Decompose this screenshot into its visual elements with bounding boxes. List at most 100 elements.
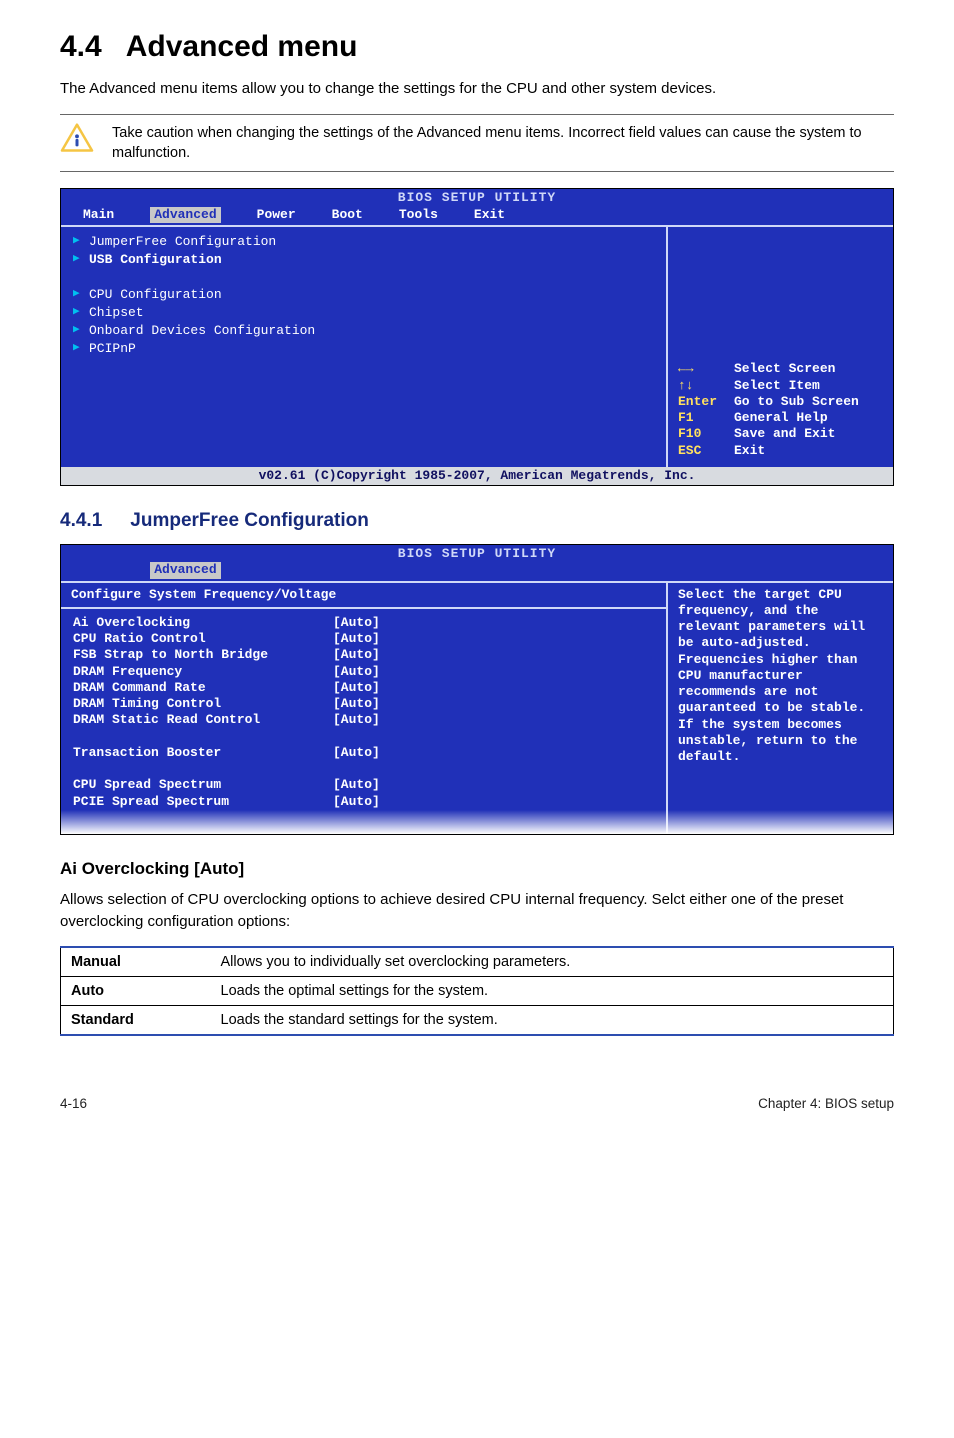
bios-tab-row-2: Main Advanced [61,562,893,580]
config-row[interactable]: DRAM Frequency[Auto] [73,664,656,680]
config-row[interactable]: CPU Ratio Control[Auto] [73,631,656,647]
tab-exit[interactable]: Exit [474,207,505,223]
tab-advanced[interactable]: Advanced [150,562,220,578]
menu-item-label: Onboard Devices Configuration [89,323,315,339]
tab-boot[interactable]: Boot [332,207,363,223]
nav-hint: ESCExit [678,443,885,459]
table-row: ManualAllows you to individually set ove… [61,947,894,977]
config-value: [Auto] [333,647,380,663]
option-name: Manual [61,947,211,977]
config-value: [Auto] [333,664,380,680]
tab-advanced[interactable]: Advanced [150,207,220,223]
config-key: DRAM Timing Control [73,696,333,712]
menu-item-label: USB Configuration [89,252,222,268]
nav-key: ←→ [678,361,734,377]
caution-text: Take caution when changing the settings … [112,123,894,164]
menu-item[interactable]: ▶PCIPnP [73,340,656,358]
config-row[interactable]: Transaction Booster[Auto] [73,745,656,761]
bios-left-pane-2: Configure System Frequency/Voltage Ai Ov… [61,583,668,834]
nav-key: ESC [678,443,734,459]
config-key: Transaction Booster [73,745,333,761]
chapter-label: Chapter 4: BIOS setup [758,1096,894,1111]
table-row: AutoLoads the optimal settings for the s… [61,977,894,1006]
config-key: Ai Overclocking [73,615,333,631]
config-row[interactable]: CPU Spread Spectrum[Auto] [73,777,656,793]
config-key: CPU Ratio Control [73,631,333,647]
submenu-arrow-icon: ▶ [73,234,85,248]
config-row[interactable]: DRAM Command Rate[Auto] [73,680,656,696]
field-desc: Allows selection of CPU overclocking opt… [60,889,894,933]
config-row[interactable]: DRAM Static Read Control[Auto] [73,712,656,728]
menu-item-label: CPU Configuration [89,287,222,303]
section-title: 4.4 Advanced menu [60,30,894,64]
section-name: Advanced menu [126,30,358,63]
warning-icon [60,123,94,153]
nav-label: Select Screen [734,361,835,376]
nav-key: F1 [678,410,734,426]
bios-tab-row: Main Advanced Power Boot Tools Exit [61,207,893,225]
help-text: Select the target CPU frequency, and the… [678,587,885,766]
menu-item[interactable]: ▶ CPU Configuration [73,286,656,304]
menu-item[interactable]: ▶ JumperFree Configuration [73,233,656,251]
page-number: 4-16 [60,1096,87,1111]
table-row: StandardLoads the standard settings for … [61,1006,894,1036]
nav-label: Select Item [734,378,820,393]
bios-title-2: BIOS SETUP UTILITY [61,545,893,562]
submenu-arrow-icon: ▶ [73,341,85,355]
nav-label: General Help [734,410,828,425]
config-value: [Auto] [333,680,380,696]
menu-item-label: JumperFree Configuration [89,234,276,250]
submenu-arrow-icon: ▶ [73,305,85,319]
menu-item[interactable]: ▶ USB Configuration [73,251,656,269]
nav-hint: EnterGo to Sub Screen [678,394,885,410]
nav-key: F10 [678,426,734,442]
tab-tools[interactable]: Tools [399,207,438,223]
config-value: [Auto] [333,777,380,793]
option-desc: Loads the optimal settings for the syste… [211,977,894,1006]
menu-item[interactable]: ▶ Chipset [73,304,656,322]
nav-hint: ←→Select Screen [678,361,885,377]
subsection-title: 4.4.1 JumperFree Configuration [60,510,894,532]
config-key: CPU Spread Spectrum [73,777,333,793]
options-table: ManualAllows you to individually set ove… [60,946,894,1036]
config-row[interactable]: Ai Overclocking[Auto] [73,615,656,631]
nav-key: Enter [678,394,734,410]
config-key: DRAM Command Rate [73,680,333,696]
nav-hint: F1General Help [678,410,885,426]
option-desc: Allows you to individually set overclock… [211,947,894,977]
subsection-number: 4.4.1 [60,510,102,531]
bios-help-pane: ←→Select Screen↑↓Select ItemEnterGo to S… [668,227,893,467]
option-desc: Loads the standard settings for the syst… [211,1006,894,1036]
nav-hint: F10Save and Exit [678,426,885,442]
menu-item[interactable]: ▶ Onboard Devices Configuration [73,322,656,340]
config-row[interactable]: DRAM Timing Control[Auto] [73,696,656,712]
config-key: FSB Strap to North Bridge [73,647,333,663]
config-value: [Auto] [333,712,380,728]
config-key: DRAM Frequency [73,664,333,680]
page-footer: 4-16 Chapter 4: BIOS setup [60,1096,894,1111]
submenu-arrow-icon: ▶ [73,287,85,301]
nav-hint: ↑↓Select Item [678,378,885,394]
bios-left-pane: ▶ JumperFree Configuration ▶ USB Configurat… [61,227,668,467]
menu-item-label: Chipset [89,305,144,321]
config-value: [Auto] [333,615,380,631]
config-key: DRAM Static Read Control [73,712,333,728]
config-row[interactable]: FSB Strap to North Bridge[Auto] [73,647,656,663]
nav-label: Exit [734,443,765,458]
submenu-arrow-icon: ▶ [73,323,85,337]
tab-power[interactable]: Power [257,207,296,223]
intro-text: The Advanced menu items allow you to cha… [60,78,894,100]
config-value: [Auto] [333,745,380,761]
section-number: 4.4 [60,30,102,63]
config-value: [Auto] [333,631,380,647]
nav-label: Go to Sub Screen [734,394,859,409]
option-name: Standard [61,1006,211,1036]
submenu-arrow-icon: ▶ [73,252,85,266]
bios-title: BIOS SETUP UTILITY [61,189,893,206]
subsection-name: JumperFree Configuration [130,510,369,531]
config-value: [Auto] [333,696,380,712]
option-name: Auto [61,977,211,1006]
tab-main[interactable]: Main [83,207,114,223]
field-heading: Ai Overclocking [Auto] [60,859,894,879]
config-row[interactable]: PCIE Spread Spectrum[Auto] [73,794,656,810]
